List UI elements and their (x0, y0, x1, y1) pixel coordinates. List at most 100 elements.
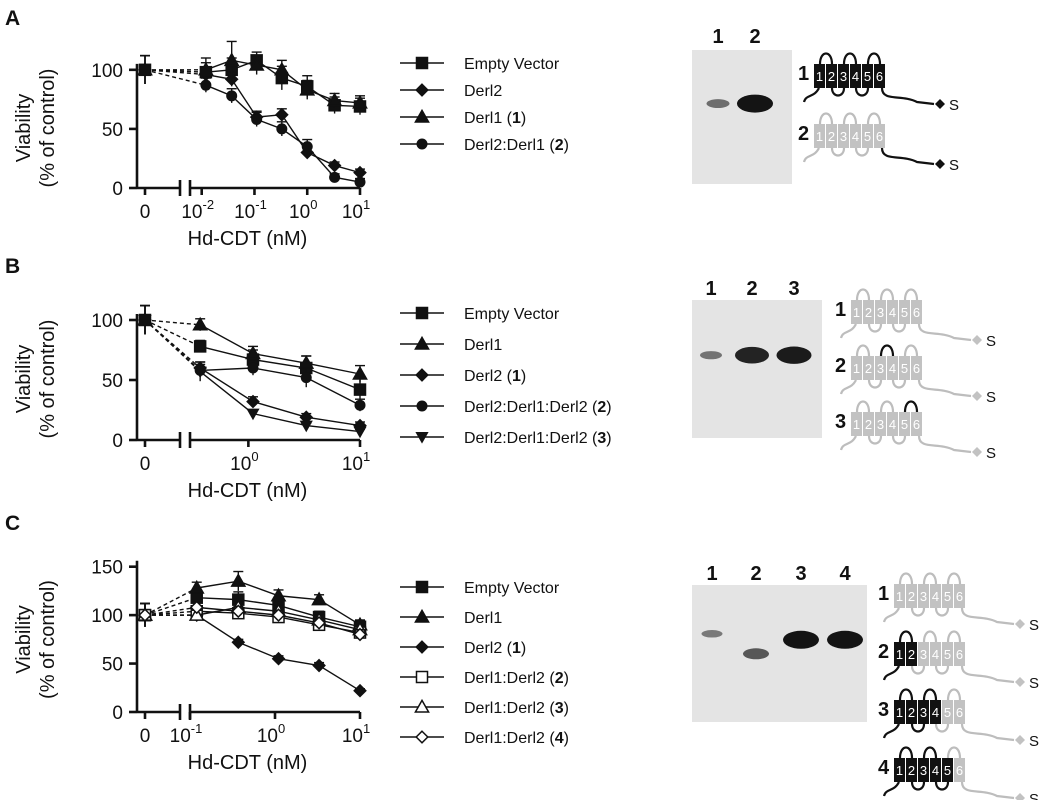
tag-diamond (972, 335, 982, 345)
tm-segment (851, 412, 862, 436)
c-terminal-tail (917, 323, 972, 342)
loop (910, 723, 926, 733)
tm-number: 1 (853, 305, 860, 320)
loop (891, 323, 907, 333)
series-4 (139, 54, 366, 188)
tm-segment (930, 700, 941, 724)
tm-number: 3 (920, 705, 927, 720)
x-axis-label: Hd-CDT (nM) (188, 752, 308, 774)
legend-marker (415, 730, 429, 744)
tm-segment (826, 124, 837, 148)
tm-number: 1 (896, 705, 903, 720)
tm-segment (906, 642, 917, 666)
loop (855, 344, 871, 357)
blot-lane-label: 3 (795, 563, 806, 585)
legend-marker (414, 335, 430, 350)
tag-diamond (1015, 793, 1025, 800)
series-line-break (144, 597, 197, 616)
loop (903, 344, 919, 357)
tm-number: 4 (932, 647, 939, 662)
tm-number: 2 (908, 647, 915, 662)
construct-number: 1 (798, 63, 809, 85)
x-tick-label: 100 (289, 197, 317, 223)
data-point (299, 420, 313, 433)
data-point (248, 56, 265, 71)
data-point (200, 79, 212, 91)
tm-number: 5 (901, 361, 908, 376)
data-point (230, 573, 247, 587)
data-point (226, 90, 238, 102)
loop (934, 781, 950, 791)
tm-segment (911, 300, 922, 324)
tm-segment (894, 758, 905, 782)
tm-segment (814, 124, 825, 148)
tm-segment (911, 412, 922, 436)
loop (867, 435, 883, 445)
legend-label: Empty Vector (464, 580, 560, 597)
blot-band (783, 630, 819, 649)
loop (867, 323, 883, 333)
blot-membrane (692, 300, 822, 438)
data-point (245, 345, 261, 360)
loop (842, 112, 858, 125)
construct-number: 1 (835, 299, 846, 321)
loop (842, 52, 858, 65)
construct-number: 1 (878, 583, 889, 605)
series-line-break (144, 587, 198, 616)
legend-marker (415, 368, 429, 382)
loop (891, 379, 907, 389)
tag-label: S (986, 389, 996, 406)
loop (830, 147, 846, 157)
loop (934, 607, 950, 617)
data-point (354, 176, 366, 188)
c-terminal-tail (960, 665, 1015, 684)
tm-segment (887, 300, 898, 324)
tm-segment (918, 642, 929, 666)
tm-number: 2 (865, 361, 872, 376)
tag-label: S (1029, 617, 1039, 634)
data-point (273, 61, 290, 76)
legend-marker (415, 670, 429, 684)
tag-label: S (1029, 733, 1039, 750)
panel-A: A 0 50 100 0 10-2 10-1 100 101 Hd-CDT (nM) Viabili… (5, 7, 959, 250)
blot-band (827, 630, 863, 649)
loop (818, 52, 834, 65)
data-point (300, 372, 312, 384)
tm-number: 5 (944, 763, 951, 778)
data-point (354, 399, 366, 411)
series-5 (138, 304, 367, 439)
tm-number: 6 (956, 589, 963, 604)
panel-label: A (5, 7, 20, 30)
loop (879, 288, 895, 301)
series-line (199, 324, 361, 375)
legend-label: Derl2:Derl1 (2) (464, 137, 569, 154)
n-terminus (802, 87, 820, 103)
tm-number: 5 (901, 305, 908, 320)
tag-diamond (1015, 619, 1025, 629)
legend-label: Derl1:Derl2 (3) (464, 700, 569, 717)
tm-segment (851, 356, 862, 380)
tm-number: 2 (828, 129, 835, 144)
tm-segment (850, 64, 861, 88)
series-line (199, 371, 361, 433)
series-line-break (144, 319, 201, 326)
n-terminus (882, 607, 900, 623)
tag-label: S (1029, 791, 1039, 800)
tm-segment (826, 64, 837, 88)
tm-segment (930, 584, 941, 608)
c-terminal-tail (880, 87, 935, 106)
legend-label: Derl1 (464, 337, 502, 354)
data-point (326, 92, 343, 107)
tm-number: 1 (853, 361, 860, 376)
tm-segment (874, 124, 885, 148)
loop (903, 288, 919, 301)
data-point (139, 64, 151, 76)
y-tick-label: 100 (91, 311, 123, 332)
loop (879, 344, 895, 357)
tm-number: 2 (865, 305, 872, 320)
n-terminus (839, 379, 857, 395)
data-point (329, 171, 341, 183)
data-point (353, 383, 367, 396)
tag-diamond (972, 447, 982, 457)
data-point (276, 123, 288, 135)
